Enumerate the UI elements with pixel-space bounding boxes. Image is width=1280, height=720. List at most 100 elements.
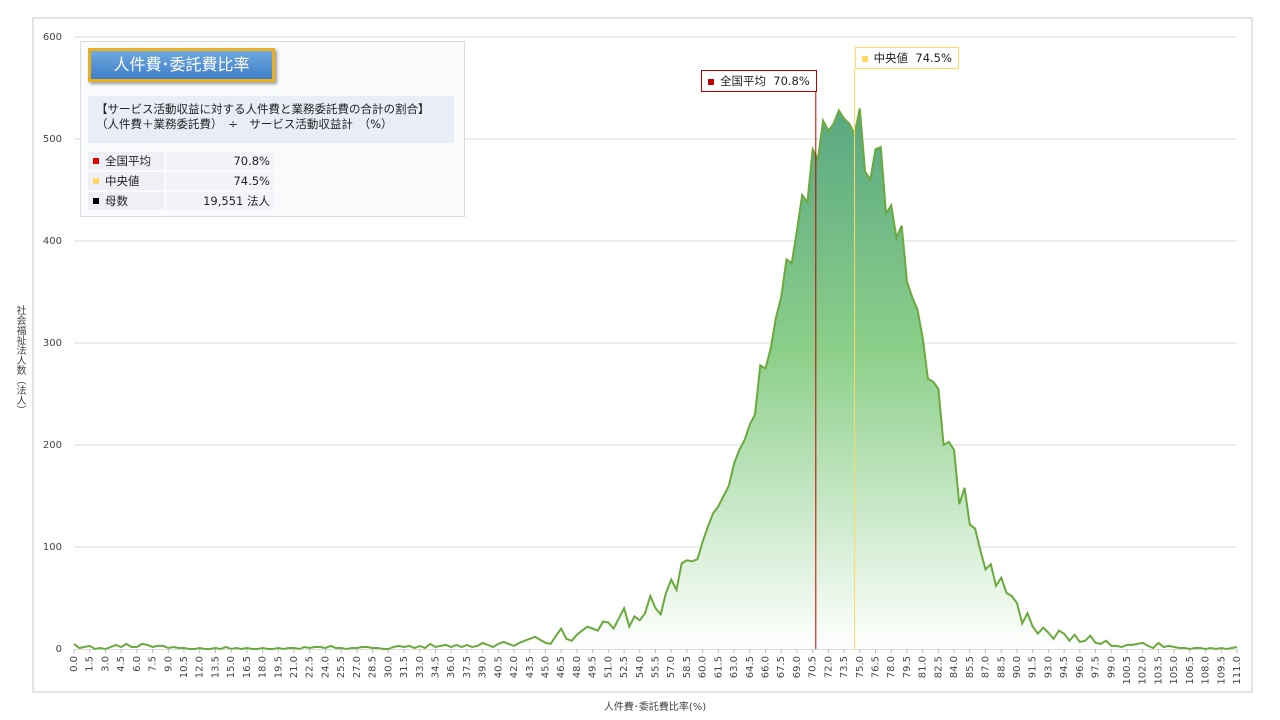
x-tick-label: 90.0: [1012, 656, 1023, 678]
y-tick-label: 300: [43, 338, 62, 349]
x-tick-label: 1.5: [85, 656, 96, 672]
line: [73, 108, 1238, 651]
x-tick-label: 9.0: [163, 656, 174, 672]
x-tick-label: 22.5: [305, 656, 316, 678]
info-value: 70.8%: [166, 152, 274, 170]
x-tick-label: 34.5: [430, 656, 441, 678]
x-tick-label: 70.5: [808, 656, 819, 678]
x-tick-label: 73.5: [839, 656, 850, 678]
x-tick-label: 76.5: [871, 656, 882, 678]
info-title: 人件費･委託費比率: [88, 48, 275, 82]
x-tick-label: 24.0: [320, 656, 331, 678]
x-tick-label: 31.5: [399, 656, 410, 678]
x-tick-label: 46.5: [556, 656, 567, 678]
legend-swatch: [93, 198, 99, 204]
info-value: 19,551 法人: [166, 192, 274, 210]
x-tick-label: 106.5: [1185, 656, 1196, 685]
x-tick-label: 82.5: [933, 656, 944, 678]
x-tick-label: 87.0: [981, 656, 992, 678]
x-tick-label: 102.0: [1138, 656, 1149, 685]
x-tick-label: 109.5: [1216, 656, 1227, 685]
x-tick-label: 28.5: [368, 656, 379, 678]
x-tick-label: 64.5: [745, 656, 756, 678]
x-tick-label: 99.0: [1106, 656, 1117, 678]
x-tick-label: 54.0: [635, 656, 646, 678]
reference-name: 中央値: [873, 51, 909, 65]
x-tick-label: 4.5: [116, 656, 127, 672]
y-tick-label: 100: [43, 542, 62, 553]
x-tick-label: 10.5: [179, 656, 190, 678]
description-line: （人件費＋業務委託費） ÷ サービス活動収益計 （%）: [96, 117, 393, 131]
x-tick-label: 33.0: [415, 656, 426, 678]
info-value: 74.5%: [166, 172, 274, 190]
x-tick-label: 57.0: [666, 656, 677, 678]
info-box: 人件費･委託費比率 【サービス活動収益に対する人件費と業務委託費の合計の割合】 …: [80, 41, 465, 217]
x-tick-label: 25.5: [336, 656, 347, 678]
info-description: 【サービス活動収益に対する人件費と業務委託費の合計の割合】 （人件費＋業務委託費…: [88, 96, 454, 143]
reference-value: 70.8%: [773, 74, 810, 88]
reference-name: 全国平均: [719, 74, 766, 88]
x-tick-label: 51.0: [603, 656, 614, 678]
x-tick-label: 45.0: [540, 656, 551, 678]
x-tick-label: 85.5: [965, 656, 976, 678]
x-tick-label: 69.0: [792, 656, 803, 678]
info-row: 中央値 74.5%: [88, 172, 278, 190]
x-tick-label: 91.5: [1028, 656, 1039, 678]
x-tick-label: 49.5: [588, 656, 599, 678]
x-tick-label: 108.0: [1201, 656, 1212, 685]
info-label: 中央値: [105, 174, 140, 188]
y-tick-label: 400: [43, 236, 62, 247]
info-key: 全国平均: [88, 152, 164, 170]
legend-swatch: [93, 158, 99, 164]
info-label: 母数: [105, 194, 128, 208]
x-tick-label: 96.0: [1075, 656, 1086, 678]
y-tick-label: 200: [43, 440, 62, 451]
info-row: 全国平均 70.8%: [88, 152, 278, 170]
x-tick-label: 18.0: [258, 656, 269, 678]
x-tick-label: 30.0: [383, 656, 394, 678]
y-axis-title: 社会福祉法人数（法人）: [14, 304, 26, 415]
area: [74, 108, 1237, 649]
legend-swatch: [707, 79, 714, 85]
x-tick-label: 94.5: [1059, 656, 1070, 678]
x-tick-label: 97.5: [1091, 656, 1102, 678]
info-label: 全国平均: [105, 154, 151, 168]
x-tick-label: 63.0: [729, 656, 740, 678]
x-tick-label: 100.5: [1122, 656, 1133, 685]
x-tick-label: 58.5: [682, 656, 693, 678]
legend-swatch: [93, 178, 99, 184]
x-tick-label: 43.5: [525, 656, 536, 678]
reference-value: 74.5%: [915, 51, 952, 65]
x-tick-label: 84.0: [949, 656, 960, 678]
x-tick-label: 0.0: [69, 656, 80, 672]
x-tick-label: 66.0: [761, 656, 772, 678]
x-tick-label: 40.5: [493, 656, 504, 678]
x-tick-label: 21.0: [289, 656, 300, 678]
x-tick-label: 27.0: [352, 656, 363, 678]
reference-label: 中央値 74.5%: [854, 47, 959, 69]
x-tick-label: 105.0: [1169, 656, 1180, 685]
x-tick-label: 39.0: [478, 656, 489, 678]
x-tick-label: 79.5: [902, 656, 913, 678]
chart-border: [32, 17, 1253, 693]
x-tick-label: 72.0: [823, 656, 834, 678]
x-tick-label: 93.0: [1043, 656, 1054, 678]
legend-swatch: [861, 56, 868, 62]
x-tick-label: 13.5: [210, 656, 221, 678]
description-line: 【サービス活動収益に対する人件費と業務委託費の合計の割合】: [96, 102, 430, 116]
reference-label: 全国平均 70.8%: [700, 70, 817, 92]
info-key: 母数: [88, 192, 164, 210]
x-tick-label: 16.5: [242, 656, 253, 678]
x-tick-label: 48.0: [572, 656, 583, 678]
x-tick-label: 7.5: [148, 656, 159, 672]
x-tick-label: 52.5: [619, 656, 630, 678]
x-tick-label: 55.5: [651, 656, 662, 678]
x-tick-label: 60.0: [698, 656, 709, 678]
y-tick-label: 0: [56, 644, 62, 655]
y-tick-label: 500: [43, 134, 62, 145]
x-tick-label: 61.5: [713, 656, 724, 678]
x-tick-label: 15.0: [226, 656, 237, 678]
x-axis-title: 人件費･委託費比率(%): [604, 700, 706, 713]
